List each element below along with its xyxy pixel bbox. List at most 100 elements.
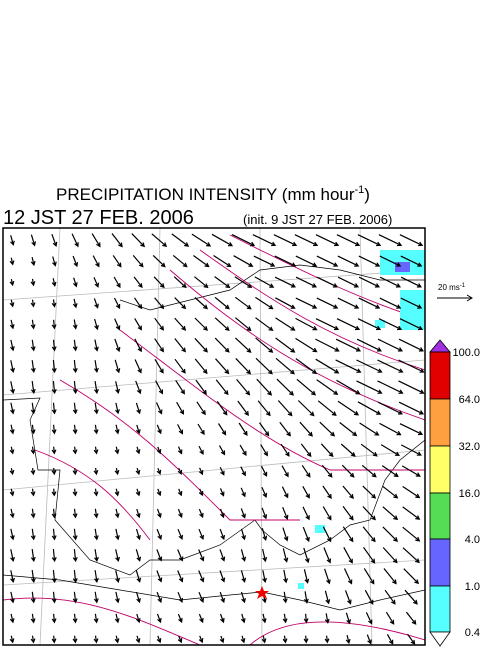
wind-arrow xyxy=(10,591,15,604)
wind-arrow xyxy=(261,528,268,542)
wind-arrow xyxy=(343,547,353,564)
wind-arrow xyxy=(356,380,383,394)
wind-arrow xyxy=(337,297,360,309)
wind-arrow xyxy=(177,488,183,497)
wind-arrow xyxy=(261,507,268,520)
wind-arrow xyxy=(297,400,315,417)
wind-arrow xyxy=(256,378,273,396)
wind-arrow xyxy=(51,381,57,395)
wind-arrow xyxy=(300,443,312,458)
wind-arrow xyxy=(30,446,36,455)
wind-arrow xyxy=(234,337,252,353)
wind-arrow xyxy=(282,591,288,604)
wind-arrow xyxy=(399,234,424,247)
wind-arrow xyxy=(280,443,290,457)
wind-arrow xyxy=(94,570,99,584)
wind-arrow xyxy=(72,424,78,435)
wind-arrow xyxy=(113,297,121,310)
wind-arrow xyxy=(51,278,57,287)
wind-arrow xyxy=(357,234,382,247)
wind-arrow xyxy=(398,401,425,415)
wind-arrow xyxy=(51,360,57,374)
wind-arrow xyxy=(156,424,162,435)
wind-arrow xyxy=(379,276,402,288)
wind-arrow xyxy=(336,318,361,331)
colorbar-cell xyxy=(429,538,451,587)
wind-arrow xyxy=(91,233,101,248)
wind-arrow xyxy=(273,234,298,247)
wind-arrow xyxy=(365,612,373,625)
wind-arrow xyxy=(30,424,36,435)
wind-arrow xyxy=(260,465,268,477)
wind-arrow xyxy=(93,277,99,288)
wind-arrow xyxy=(156,488,162,497)
wind-arrow xyxy=(72,381,78,395)
wind-arrow xyxy=(317,400,337,416)
wind-arrow xyxy=(134,297,143,310)
wind-arrow xyxy=(261,635,267,644)
wind-arrow xyxy=(30,613,36,624)
wind-arrow xyxy=(9,278,15,287)
wind-arrow xyxy=(171,233,190,247)
wind-arrow xyxy=(363,568,375,585)
wind-arrow xyxy=(198,591,204,603)
wind-arrow xyxy=(156,613,162,624)
wind-arrow xyxy=(252,234,277,247)
wind-arrow xyxy=(30,570,36,584)
wind-arrow xyxy=(177,508,183,519)
wind-arrow xyxy=(302,506,310,521)
wind-arrow xyxy=(197,423,205,436)
wind-arrow xyxy=(358,297,381,309)
wind-arrow xyxy=(358,255,381,267)
wind-arrow xyxy=(399,423,424,436)
wind-arrow xyxy=(114,424,120,435)
wind-arrow xyxy=(51,467,57,476)
wind-arrow xyxy=(177,591,183,603)
wind-arrow xyxy=(381,465,399,478)
wind-arrow xyxy=(191,233,212,247)
wind-arrow xyxy=(283,569,288,584)
wind-arrow xyxy=(214,317,230,332)
wind-arrow xyxy=(383,568,397,585)
wind-arrow xyxy=(282,548,289,563)
coastline xyxy=(3,574,425,611)
wind-arrow xyxy=(255,317,274,332)
wind-arrow xyxy=(357,318,382,331)
wind-arrow xyxy=(174,338,186,353)
precip-cell xyxy=(395,262,410,272)
wind-arrow xyxy=(275,297,296,309)
wind-arrow xyxy=(218,445,226,456)
wind-arrow xyxy=(356,359,383,373)
coastline xyxy=(3,397,425,576)
wind-arrow xyxy=(336,234,361,247)
wind-arrow xyxy=(51,613,57,624)
wind-arrow xyxy=(51,488,57,497)
wind-arrow xyxy=(303,635,309,644)
wind-arrow xyxy=(153,276,165,289)
wind-arrow xyxy=(10,381,15,395)
wind-arrow xyxy=(362,526,376,543)
wind-arrow xyxy=(135,446,141,455)
precip-cell xyxy=(315,525,325,533)
wind-arrow xyxy=(399,318,424,331)
wind-arrow xyxy=(299,421,313,437)
wind-arrow xyxy=(219,613,225,624)
wind-arrow xyxy=(177,549,184,562)
wind-arrow xyxy=(301,464,311,478)
wind-arrow xyxy=(345,634,351,645)
vector-reference-superscript: -1 xyxy=(460,283,466,289)
vector-reference-text: 20 ms xyxy=(438,283,460,292)
wind-arrow xyxy=(276,378,295,396)
wind-arrow xyxy=(240,635,246,644)
wind-arrow xyxy=(177,613,183,624)
wind-arrow xyxy=(336,379,361,395)
wind-arrow xyxy=(177,467,183,475)
map-frame xyxy=(2,227,426,646)
wind-arrow xyxy=(236,379,251,396)
wind-arrow xyxy=(235,357,252,375)
wind-arrow xyxy=(321,464,333,478)
level-label: 64.0 xyxy=(459,394,480,406)
wind-arrow xyxy=(198,613,204,624)
colorbar-labels: 100.0 64.0 32.0 16.0 4.0 1.0 0.4 xyxy=(452,347,480,639)
